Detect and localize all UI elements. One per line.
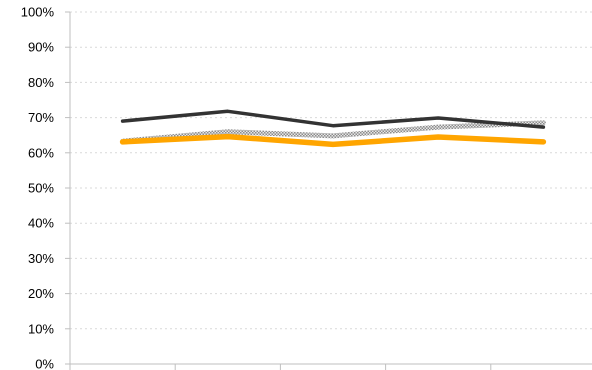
y-tick-label: 0% [35, 357, 54, 370]
gridlines [70, 11, 592, 330]
axes [65, 11, 592, 370]
y-tick-label: 50% [28, 181, 54, 196]
y-tick-label: 60% [28, 145, 54, 160]
series-lines [119, 109, 547, 148]
y-tick-label: 100% [21, 5, 55, 20]
series-line-2 [120, 109, 546, 129]
y-tick-label: 30% [28, 251, 54, 266]
y-tick-label: 80% [28, 75, 54, 90]
y-tick-label: 90% [28, 40, 54, 55]
series-line-1 [120, 120, 546, 144]
y-tick-labels: 0% 10% 20% 30% 40% 50% 60% 70% 80% 90% 100% [21, 5, 55, 370]
y-tick-label: 20% [28, 286, 54, 301]
series-line-3 [119, 133, 547, 148]
y-tick-label: 70% [28, 110, 54, 125]
y-tick-label: 10% [28, 321, 54, 336]
y-tick-label: 40% [28, 216, 54, 231]
